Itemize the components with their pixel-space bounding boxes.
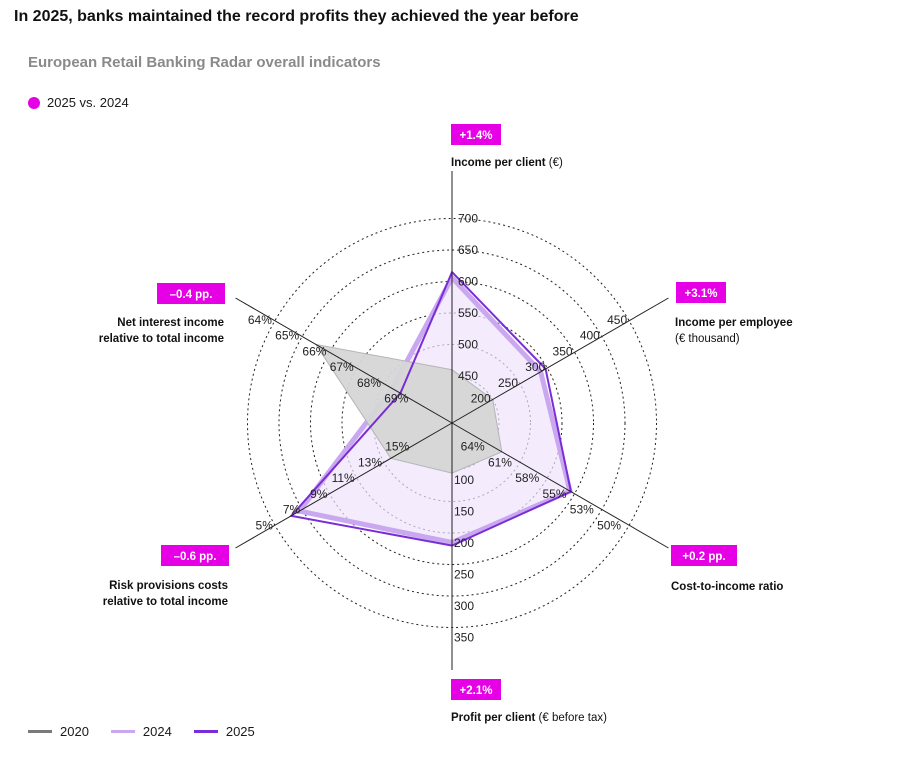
tick-label: 50%	[597, 518, 621, 532]
axis-label-net-interest: Net interest income	[117, 317, 224, 329]
legend-bottom: 2020 2024 2025	[28, 724, 277, 739]
tick-label: 68%	[357, 376, 381, 390]
tick-label: 550	[458, 306, 478, 320]
tick-label: 67%	[330, 360, 354, 374]
tick-label: 15%	[385, 440, 409, 454]
chart-title: In 2025, banks maintained the record pro…	[14, 8, 579, 25]
axis-label-net-interest-line2: relative to total income	[99, 333, 224, 345]
tick-label: 11%	[332, 471, 355, 485]
change-badge-label: +1.4%	[460, 130, 493, 142]
change-badge	[451, 679, 501, 700]
grid-circle	[341, 312, 563, 534]
tick-label: 7%	[283, 503, 301, 517]
axis-label-risk-provisions-line2: relative to total income	[103, 596, 228, 608]
tick-label: 61%	[488, 455, 512, 469]
change-badge	[676, 282, 726, 303]
tick-label: 65%	[275, 329, 299, 343]
tick-label: 300	[525, 360, 545, 374]
tick-label: 200	[471, 392, 491, 406]
legend-top-label: 2025 vs. 2024	[47, 95, 129, 110]
tick-label: 69%	[384, 392, 408, 406]
tick-label: 55%	[543, 487, 567, 501]
tick-label: 300	[454, 599, 474, 613]
tick-label: 9%	[310, 487, 328, 501]
legend-dot-icon	[28, 96, 40, 109]
tick-label: 450	[607, 313, 627, 327]
axis-line	[451, 422, 669, 549]
axis-label-income-per-employee-unit: (€ thousand)	[675, 333, 740, 345]
tick-label: 200	[454, 536, 474, 550]
change-badge-label: +0.2 pp.	[682, 551, 725, 563]
legend-top: 2025 vs. 2024	[28, 95, 129, 110]
legend-line-2024	[110, 730, 135, 733]
tick-label: 5%	[256, 518, 274, 532]
tick-label: 350	[454, 631, 474, 645]
tick-label: 250	[498, 376, 518, 390]
change-badge	[671, 545, 737, 566]
tick-label: 66%	[302, 344, 326, 358]
tick-label: 400	[580, 329, 600, 343]
change-badge-label: –0.4 pp.	[170, 289, 213, 301]
axis-line	[235, 422, 453, 549]
legend-line-2025	[193, 730, 218, 733]
change-badge	[161, 545, 229, 566]
tick-label: 650	[458, 243, 478, 257]
change-badge	[157, 283, 225, 304]
legend-item-2020: 2020	[28, 724, 89, 739]
change-badge	[451, 124, 501, 145]
legend-item-2024: 2024	[110, 724, 172, 739]
axis-label-cost-to-income: Cost-to-income ratio	[671, 581, 783, 593]
legend-line-2020	[28, 730, 52, 733]
axis-label-profit-per-client: Profit per client (€ before tax)	[451, 712, 607, 724]
axis-line	[451, 297, 669, 424]
axis-label-income-per-client: Income per client (€)	[451, 157, 563, 169]
tick-label: 250	[454, 568, 474, 582]
legend-label-2025: 2025	[225, 724, 255, 739]
tick-label: 350	[553, 344, 573, 358]
tick-label: 100	[454, 473, 474, 487]
change-badge-label: +3.1%	[685, 288, 718, 300]
tick-label: 64%	[461, 440, 485, 454]
axis-label-risk-provisions: Risk provisions costs	[109, 580, 228, 592]
tick-label: 58%	[515, 471, 539, 485]
legend-item-2025: 2025	[193, 724, 255, 739]
chart-subtitle: European Retail Banking Radar overall in…	[28, 54, 381, 71]
axis-line	[235, 297, 453, 424]
legend-label-2024: 2024	[142, 724, 172, 739]
tick-label: 64%	[248, 313, 272, 327]
change-badge-label: +2.1%	[460, 685, 493, 697]
tick-label: 450	[458, 369, 478, 383]
change-badge-label: –0.6 pp.	[174, 551, 217, 563]
tick-label: 150	[454, 505, 474, 519]
tick-label: 700	[458, 212, 478, 226]
axis-label-income-per-employee: Income per employee	[675, 317, 793, 329]
tick-label: 500	[458, 338, 478, 352]
tick-label: 13%	[358, 455, 382, 469]
tick-label: 53%	[570, 503, 594, 517]
tick-label: 600	[458, 275, 478, 289]
legend-label-2020: 2020	[60, 724, 89, 739]
